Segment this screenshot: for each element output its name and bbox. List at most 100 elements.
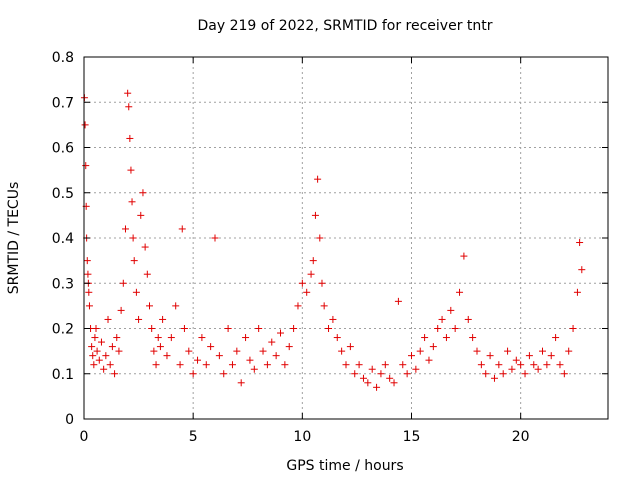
data-point [421,334,429,342]
y-tick-label: 0.6 [52,141,74,157]
data-point [189,370,197,378]
data-point [543,361,551,369]
data-point [303,288,311,296]
data-point [399,361,407,369]
data-point [298,279,306,287]
data-point [113,334,121,342]
data-point [91,334,99,342]
data-point [156,343,164,351]
data-point [560,370,568,378]
data-point [90,361,98,369]
data-point [84,270,92,278]
data-point [569,325,577,332]
data-point [565,347,573,355]
data-point [95,356,103,364]
data-point [163,352,171,360]
data-point [132,288,140,296]
data-point [490,374,498,382]
data-point [390,379,398,387]
data-point [127,166,135,174]
data-point [167,334,175,342]
data-point [364,379,372,387]
data-point [578,266,586,274]
data-point [403,370,411,378]
data-point [180,325,188,332]
data-point [146,302,153,310]
data-point [412,365,420,373]
data-point [333,334,341,342]
data-point [152,361,160,369]
data-point [224,325,232,332]
data-point [259,347,267,355]
data-point [316,234,324,242]
data-point [129,234,137,242]
data-point [117,306,125,314]
data-point [242,334,250,342]
data-point [329,315,337,323]
data-point [394,297,402,305]
data-point [521,370,529,378]
x-tick-label: 10 [293,429,311,445]
data-point [320,302,328,310]
data-point [359,374,367,382]
data-point [100,365,108,373]
data-point [346,343,354,351]
data-point [82,162,90,170]
data-point [438,315,446,323]
data-point [215,352,223,360]
data-point [125,103,133,111]
data-point [126,134,134,142]
data-point [547,352,555,360]
data-point [250,365,258,373]
data-point [508,365,516,373]
data-point [314,175,322,183]
data-point [130,257,138,265]
data-point [290,325,298,332]
data-point [499,370,507,378]
data-point [111,370,119,378]
data-point [139,189,147,197]
data-point [534,365,542,373]
grid [84,57,608,419]
y-tick-label: 0.1 [52,367,74,383]
data-point [268,338,276,346]
data-point [416,347,424,355]
data-point [368,365,376,373]
data-point [85,302,93,310]
data-point [119,279,127,287]
data-point [451,325,459,332]
data-point [97,338,105,346]
data-point [525,352,533,360]
data-point [135,315,143,323]
data-point [176,361,184,369]
data-point [342,361,350,369]
data-point [81,121,89,129]
data-point [211,234,219,242]
data-point [143,270,151,278]
data-point [482,370,490,378]
data-point [311,211,319,219]
plot-frame [83,56,609,420]
x-tick-label: 20 [512,429,530,445]
data-point [141,243,149,251]
data-point [460,252,468,260]
data-point [198,334,206,342]
data-point [137,211,145,219]
data-point [576,239,584,247]
y-axis-label: SRMTID / TECUs [6,182,22,295]
data-point [148,325,156,332]
x-tick-label: 15 [403,429,421,445]
data-point [512,356,520,364]
data-point [539,347,546,355]
data-point [106,361,114,369]
data-point [172,302,180,310]
data-point [285,343,293,351]
data-point [88,343,96,351]
data-point [194,356,202,364]
data-point [246,356,254,364]
data-point [552,334,560,342]
x-tick-label: 5 [189,429,198,445]
data-point [425,356,433,364]
axes: 0 0.1 0.2 0.3 0.4 0.5 0.6 0.7 0.8 0 5 10 15 20 [52,50,609,445]
data-point [464,315,472,323]
